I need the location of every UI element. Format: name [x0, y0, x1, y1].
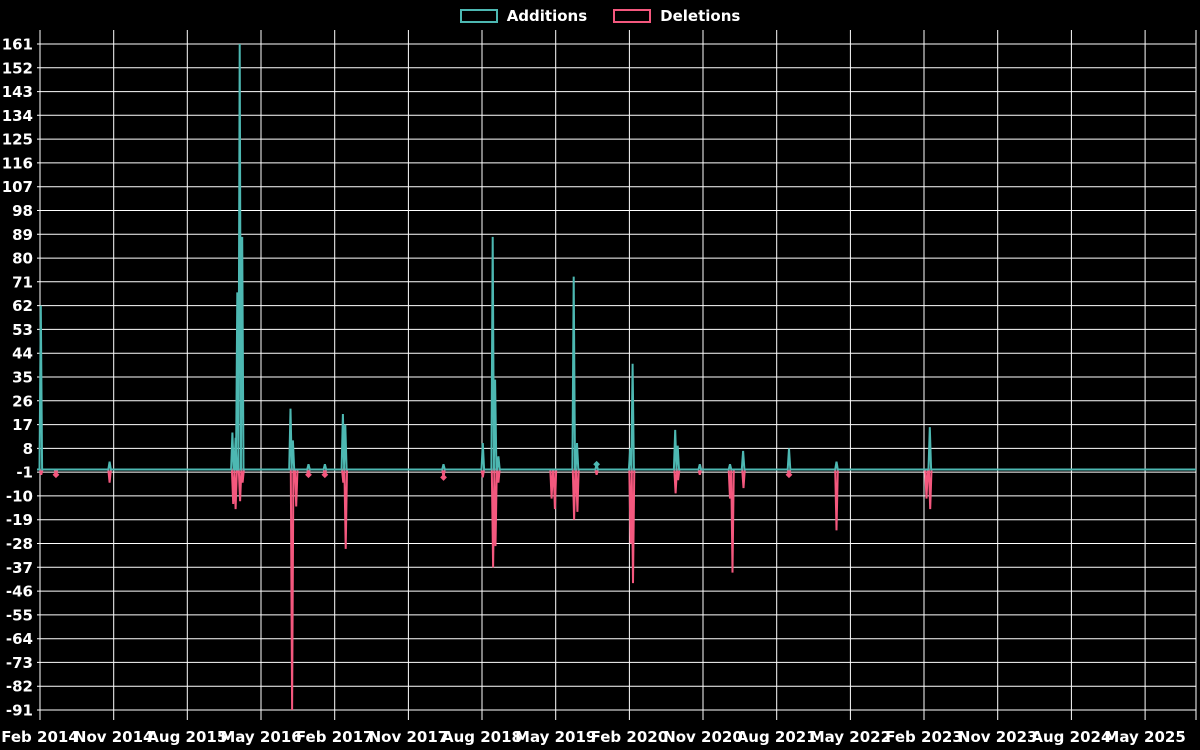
- y-tick-label: 98: [12, 202, 33, 220]
- axis-labels: 161 152 143 134 125 116 107 98 89 80 71 62 53 44 35 26 1…: [1, 36, 1186, 747]
- y-tick-label: -46: [6, 583, 33, 601]
- deletions-point-marker: [321, 471, 329, 479]
- x-tick-label: Aug 2018: [442, 728, 522, 746]
- y-tick-label: 161: [2, 36, 33, 54]
- x-tick-label: Nov 2014: [74, 728, 154, 746]
- y-tick-label: 26: [12, 392, 33, 410]
- deletions-point-marker: [52, 471, 60, 479]
- y-tick-label: 116: [2, 154, 33, 172]
- series-line-additions: [37, 43, 1196, 471]
- y-tick-label: 80: [12, 250, 33, 268]
- x-tick-label: Feb 2020: [591, 728, 669, 746]
- x-tick-label: Nov 2023: [958, 728, 1038, 746]
- x-tick-label: May 2022: [810, 728, 891, 746]
- x-tick-label: Nov 2017: [369, 728, 449, 746]
- y-tick-label: -10: [6, 487, 33, 505]
- x-tick-label: Feb 2017: [296, 728, 374, 746]
- additions-swatch-icon: [459, 9, 498, 23]
- x-tick-label: Aug 2015: [147, 728, 227, 746]
- chart-legend: Additions Deletions: [0, 7, 1200, 25]
- y-tick-label: 62: [12, 297, 33, 315]
- y-tick-label: 35: [12, 369, 33, 387]
- y-tick-label: -37: [6, 559, 33, 577]
- y-tick-label: 89: [12, 226, 33, 244]
- y-tick-label: -82: [6, 678, 33, 696]
- y-tick-label: -19: [6, 511, 33, 529]
- x-tick-label: Feb 2014: [1, 728, 79, 746]
- deletions-point-marker: [785, 471, 793, 479]
- y-tick-label: 71: [12, 273, 33, 291]
- y-tick-label: 152: [2, 59, 33, 77]
- x-tick-label: May 2016: [220, 728, 301, 746]
- y-tick-label: 143: [2, 83, 33, 101]
- legend-item-deletions: Deletions: [613, 7, 740, 25]
- y-tick-label: -91: [6, 702, 33, 720]
- grid: [37, 30, 1197, 720]
- x-tick-label: Aug 2021: [737, 728, 817, 746]
- x-tick-label: Nov 2020: [663, 728, 743, 746]
- y-tick-label: -28: [6, 535, 33, 553]
- y-tick-label: 107: [2, 178, 33, 196]
- y-tick-label: -1: [16, 464, 33, 482]
- y-tick-label: 17: [12, 416, 33, 434]
- x-tick-label: May 2019: [515, 728, 596, 746]
- y-tick-label: 134: [2, 107, 33, 125]
- legend-item-additions: Additions: [459, 7, 588, 25]
- y-tick-label: 44: [12, 345, 33, 363]
- legend-label-additions: Additions: [506, 7, 588, 25]
- y-tick-label: -73: [6, 654, 33, 672]
- y-tick-label: -55: [6, 606, 33, 624]
- deletions-point-marker: [305, 471, 312, 479]
- deletions-swatch-icon: [613, 9, 652, 23]
- y-tick-label: 53: [12, 321, 33, 339]
- y-tick-label: 8: [23, 440, 33, 458]
- y-tick-label: 125: [2, 131, 33, 149]
- x-tick-label: Aug 2024: [1031, 728, 1111, 746]
- series-line-deletions: [37, 468, 1196, 711]
- y-tick-label: -64: [6, 630, 33, 648]
- x-tick-label: May 2025: [1104, 728, 1185, 746]
- legend-label-deletions: Deletions: [660, 7, 741, 25]
- deletions-point-marker: [440, 474, 447, 481]
- x-tick-label: Feb 2023: [885, 728, 963, 746]
- additions-point-marker: [593, 460, 601, 468]
